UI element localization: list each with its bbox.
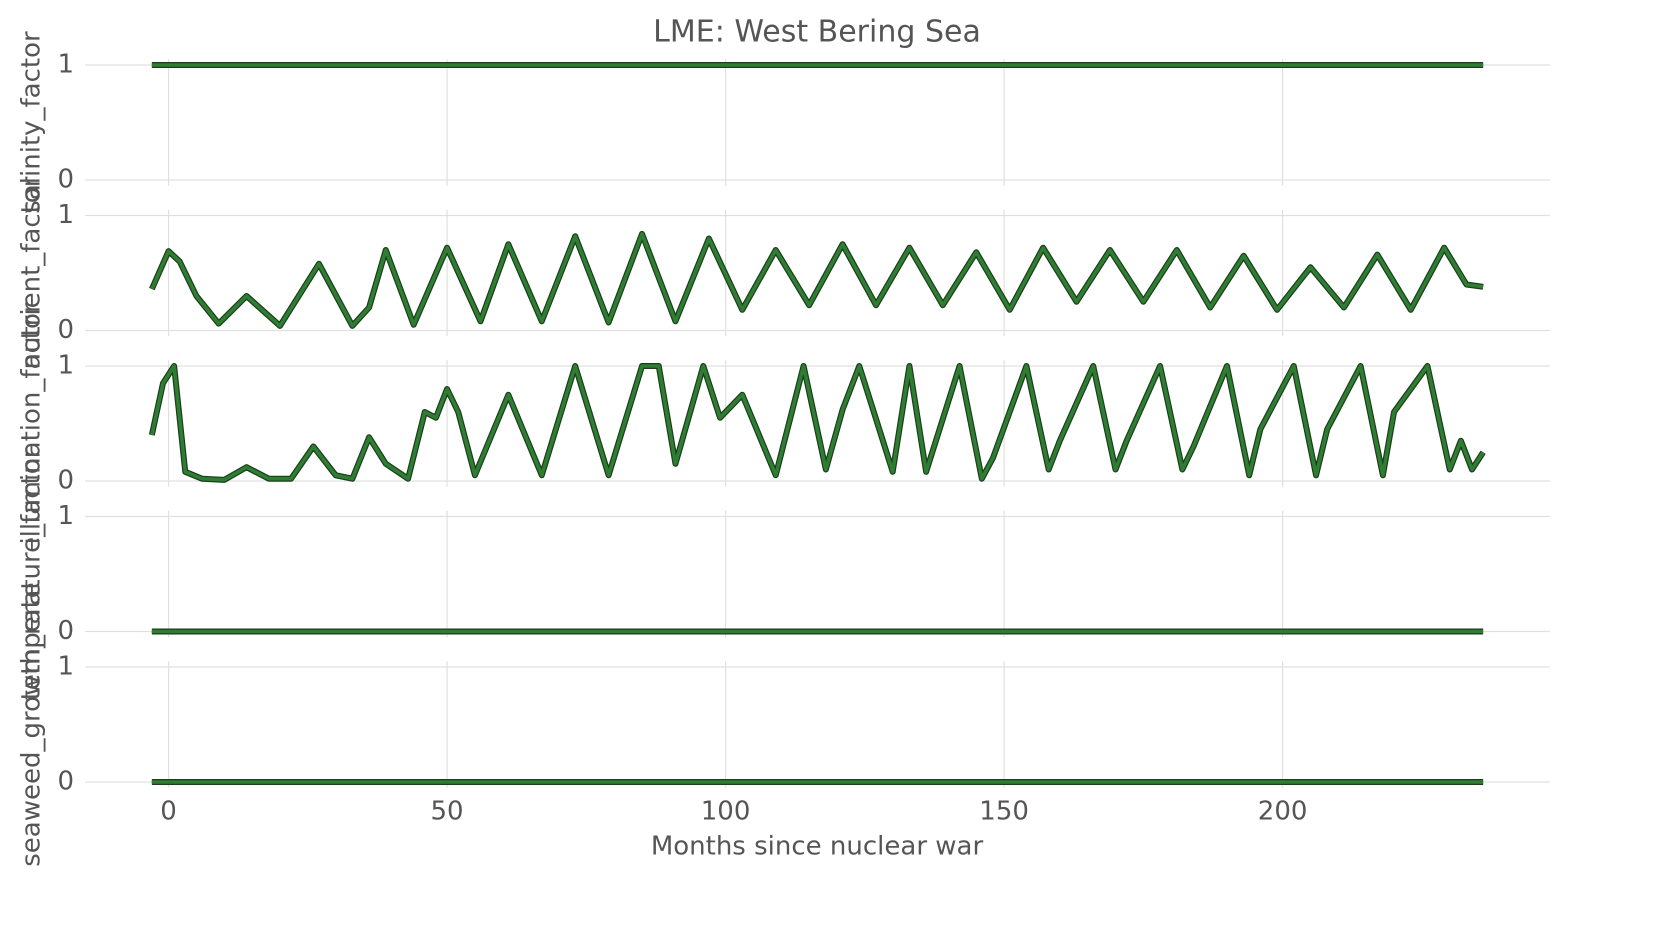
y-tick-label: 0 [57, 466, 74, 496]
y-tick-label: 0 [57, 165, 74, 195]
x-tick-label: 200 [1258, 796, 1308, 826]
y-tick-label: 1 [57, 652, 74, 682]
y-axis-label: salinity_factor [17, 31, 47, 214]
y-tick-label: 1 [57, 501, 74, 531]
y-tick-label: 1 [57, 50, 74, 80]
y-axis-label: nutrient_factor [17, 176, 47, 369]
y-axis-label: seaweed_growth_rate [17, 582, 47, 867]
y-tick-label: 1 [57, 351, 74, 381]
y-axis-label: temperature_factor [17, 447, 47, 700]
y-tick-label: 0 [57, 616, 74, 646]
x-tick-label: 50 [431, 796, 464, 826]
x-tick-label: 100 [701, 796, 751, 826]
x-tick-label: 0 [160, 796, 177, 826]
y-tick-label: 0 [57, 315, 74, 345]
y-tick-label: 0 [57, 767, 74, 797]
series-line [150, 232, 1484, 328]
chart-title: LME: West Bering Sea [653, 15, 981, 50]
x-tick-label: 150 [979, 796, 1029, 826]
x-axis-label: Months since nuclear war [651, 832, 984, 862]
series-line [150, 364, 1485, 482]
y-tick-label: 1 [57, 200, 74, 230]
y-axis-label: illumination_factor [17, 302, 47, 544]
series-outline [149, 230, 1484, 329]
